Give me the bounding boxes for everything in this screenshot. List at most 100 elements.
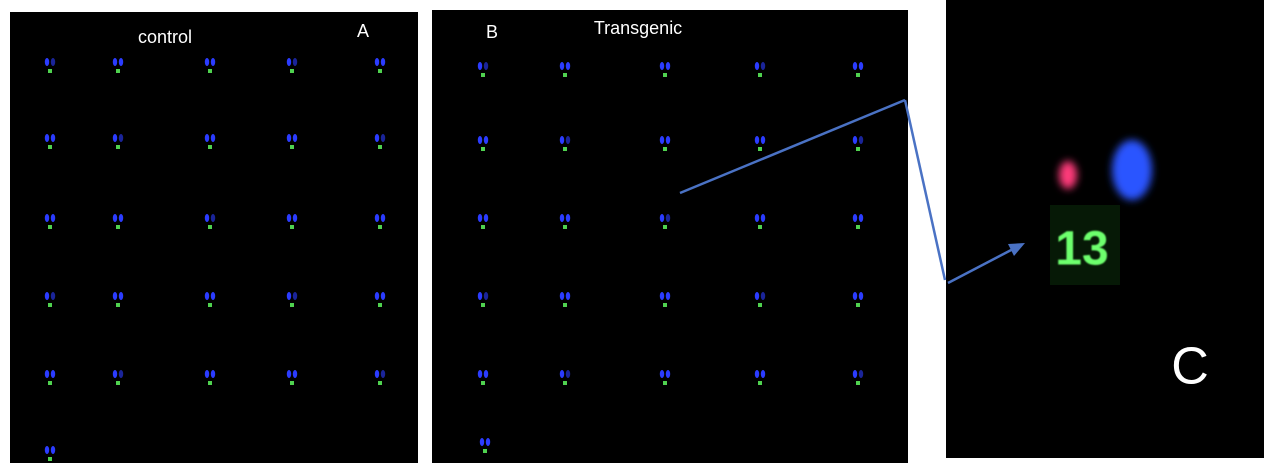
blue-signal	[560, 136, 564, 144]
blue-signal	[45, 370, 49, 378]
blue-signal	[119, 370, 123, 378]
red-signal	[1059, 161, 1077, 189]
blue-signal	[480, 438, 484, 446]
chromosome-label	[856, 147, 860, 151]
blue-signal	[375, 58, 379, 66]
blue-signal	[755, 370, 759, 378]
chromosome-label	[378, 69, 382, 73]
blue-signal	[287, 134, 291, 142]
blue-signal	[761, 62, 765, 70]
blue-signal	[51, 134, 55, 142]
blue-signal	[560, 214, 564, 222]
blue-signal	[375, 214, 379, 222]
chromosome-label	[378, 225, 382, 229]
panel-label: B	[486, 22, 498, 42]
blue-signal	[660, 214, 664, 222]
blue-signal	[478, 214, 482, 222]
blue-signal	[478, 136, 482, 144]
blue-signal	[205, 292, 209, 300]
blue-signal	[660, 370, 664, 378]
blue-signal	[119, 292, 123, 300]
blue-signal	[1112, 140, 1152, 200]
blue-signal	[119, 58, 123, 66]
chromosome-label	[856, 381, 860, 385]
blue-signal	[566, 214, 570, 222]
blue-signal	[45, 134, 49, 142]
chromosome-label	[856, 73, 860, 77]
chromosome-label	[663, 225, 667, 229]
blue-signal	[853, 370, 857, 378]
blue-signal	[381, 370, 385, 378]
blue-signal	[113, 58, 117, 66]
chromosome-label	[48, 225, 52, 229]
blue-signal	[761, 214, 765, 222]
blue-signal	[566, 62, 570, 70]
blue-signal	[486, 438, 490, 446]
blue-signal	[484, 62, 488, 70]
blue-signal	[566, 292, 570, 300]
blue-signal	[478, 370, 482, 378]
blue-signal	[113, 370, 117, 378]
blue-signal	[45, 214, 49, 222]
blue-signal	[51, 370, 55, 378]
panel-title: Transgenic	[594, 18, 682, 38]
blue-signal	[755, 292, 759, 300]
blue-signal	[113, 134, 117, 142]
chromosome-label	[481, 147, 485, 151]
chromosome-label	[48, 145, 52, 149]
blue-signal	[853, 62, 857, 70]
chromosome-label	[856, 225, 860, 229]
blue-signal	[484, 214, 488, 222]
blue-signal	[287, 214, 291, 222]
chromosome-label	[48, 457, 52, 461]
chromosome-label	[208, 69, 212, 73]
chromosome-label	[563, 73, 567, 77]
chromosome-label	[290, 69, 294, 73]
blue-signal	[381, 214, 385, 222]
blue-signal	[566, 136, 570, 144]
chromosome-label	[856, 303, 860, 307]
blue-signal	[755, 136, 759, 144]
blue-signal	[853, 136, 857, 144]
chromosome-label	[663, 73, 667, 77]
blue-signal	[287, 292, 291, 300]
blue-signal	[560, 292, 564, 300]
blue-signal	[211, 370, 215, 378]
chromosome-label	[290, 381, 294, 385]
blue-signal	[666, 62, 670, 70]
blue-signal	[375, 370, 379, 378]
connector-line	[905, 100, 945, 280]
chromosome-label	[116, 69, 120, 73]
blue-signal	[755, 62, 759, 70]
blue-signal	[211, 214, 215, 222]
blue-signal	[484, 136, 488, 144]
chromosome-label	[116, 225, 120, 229]
blue-signal	[211, 134, 215, 142]
blue-signal	[859, 62, 863, 70]
blue-signal	[119, 214, 123, 222]
blue-signal	[45, 446, 49, 454]
chromosome-label	[378, 381, 382, 385]
chromosome-label	[563, 147, 567, 151]
blue-signal	[119, 134, 123, 142]
chromosome-label	[116, 381, 120, 385]
blue-signal	[205, 370, 209, 378]
chromosome-label	[378, 145, 382, 149]
blue-signal	[293, 370, 297, 378]
chromosome-label	[208, 303, 212, 307]
blue-signal	[660, 292, 664, 300]
chromosome-label	[663, 147, 667, 151]
chromosome-label	[378, 303, 382, 307]
chromosome-label	[48, 69, 52, 73]
blue-signal	[205, 58, 209, 66]
panel-label: C	[1171, 338, 1209, 396]
blue-signal	[560, 62, 564, 70]
blue-signal	[375, 134, 379, 142]
blue-signal	[761, 136, 765, 144]
panel-a: control A	[10, 12, 418, 463]
chromosome-label	[208, 381, 212, 385]
chromosome-label	[116, 303, 120, 307]
chromosome-label	[290, 225, 294, 229]
figure: control A Transgenic B 13 C	[0, 0, 1264, 463]
blue-signal	[51, 214, 55, 222]
